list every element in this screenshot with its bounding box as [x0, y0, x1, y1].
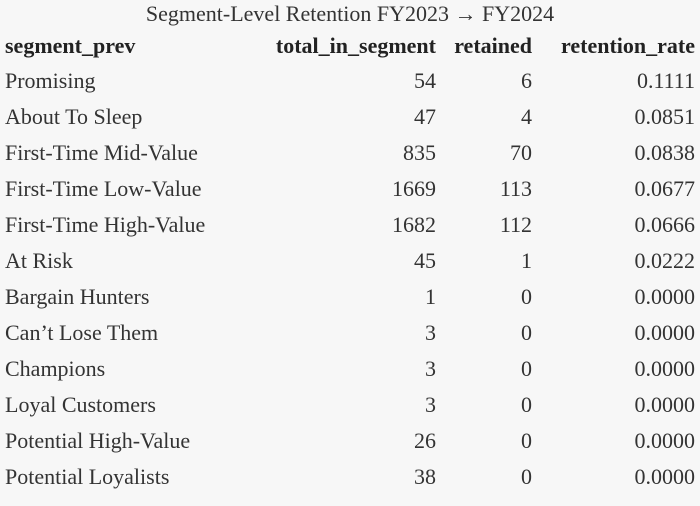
- cell-retention-rate: 0.0222: [634, 248, 696, 273]
- column-header-segment-prev: segment_prev: [5, 33, 136, 58]
- table-row: Promising 54 6 0.1111: [5, 63, 695, 99]
- cell-total-in-segment: 1669: [392, 176, 436, 201]
- cell-total-in-segment: 54: [414, 68, 436, 93]
- column-header-total-in-segment: total_in_segment: [275, 33, 436, 58]
- cell-total-in-segment: 38: [414, 464, 436, 489]
- cell-retention-rate: 0.1111: [636, 68, 695, 93]
- cell-total-in-segment: 835: [403, 140, 436, 165]
- cell-retained: 0: [521, 464, 532, 489]
- cell-total-in-segment: 3: [425, 356, 436, 381]
- cell-retained: 70: [510, 140, 532, 165]
- cell-retention-rate: 0.0851: [634, 104, 696, 129]
- table-row: First-Time Mid-Value 835 70 0.0838: [5, 135, 695, 171]
- table-row: Can’t Lose Them 3 0 0.0000: [5, 315, 695, 351]
- column-header-retention-rate: retention_rate: [561, 33, 695, 58]
- cell-segment-prev: Potential High-Value: [5, 428, 191, 453]
- cell-retention-rate: 0.0000: [634, 428, 696, 453]
- column-header-retained: retained: [454, 33, 532, 58]
- table-row: Bargain Hunters 1 0 0.0000: [5, 279, 695, 315]
- cell-segment-prev: Can’t Lose Them: [5, 320, 159, 345]
- retention-table: segment_prev total_in_segment retained r…: [5, 29, 695, 495]
- cell-retained: 0: [521, 356, 532, 381]
- cell-retained: 0: [521, 284, 532, 309]
- cell-retained: 0: [521, 320, 532, 345]
- cell-total-in-segment: 1682: [392, 212, 436, 237]
- cell-retained: 112: [499, 212, 532, 237]
- table-row: Potential High-Value 26 0 0.0000: [5, 423, 695, 459]
- cell-segment-prev: About To Sleep: [5, 104, 143, 129]
- table-row: About To Sleep 47 4 0.0851: [5, 99, 695, 135]
- cell-total-in-segment: 3: [425, 320, 436, 345]
- cell-retained: 0: [521, 428, 532, 453]
- table-row: At Risk 45 1 0.0222: [5, 243, 695, 279]
- cell-segment-prev: Potential Loyalists: [5, 464, 170, 489]
- cell-retention-rate: 0.0000: [634, 464, 696, 489]
- cell-total-in-segment: 1: [425, 284, 436, 309]
- cell-segment-prev: First-Time Low-Value: [5, 176, 202, 201]
- cell-retained: 6: [521, 68, 532, 93]
- table-row: Potential Loyalists 38 0 0.0000: [5, 459, 695, 495]
- table-row: First-Time High-Value 1682 112 0.0666: [5, 207, 695, 243]
- table-row: Loyal Customers 3 0 0.0000: [5, 387, 695, 423]
- cell-retention-rate: 0.0000: [634, 356, 696, 381]
- cell-segment-prev: Champions: [5, 356, 106, 381]
- cell-retained: 4: [521, 104, 532, 129]
- cell-retention-rate: 0.0666: [634, 212, 696, 237]
- cell-segment-prev: Promising: [5, 68, 96, 93]
- cell-retention-rate: 0.0000: [634, 320, 696, 345]
- cell-total-in-segment: 3: [425, 392, 436, 417]
- cell-total-in-segment: 45: [414, 248, 436, 273]
- cell-retained: 0: [521, 392, 532, 417]
- cell-segment-prev: At Risk: [5, 248, 73, 273]
- table-header-row: segment_prev total_in_segment retained r…: [5, 29, 695, 63]
- cell-retained: 113: [499, 176, 532, 201]
- cell-segment-prev: First-Time Mid-Value: [5, 140, 198, 165]
- cell-retention-rate: 0.0000: [634, 284, 696, 309]
- cell-segment-prev: Loyal Customers: [5, 392, 156, 417]
- table-row: Champions 3 0 0.0000: [5, 351, 695, 387]
- cell-segment-prev: Bargain Hunters: [5, 284, 150, 309]
- cell-segment-prev: First-Time High-Value: [5, 212, 206, 237]
- cell-retained: 1: [521, 248, 532, 273]
- table-caption: Segment-Level Retention FY2023 → FY2024: [145, 1, 555, 26]
- cell-total-in-segment: 47: [414, 104, 436, 129]
- cell-retention-rate: 0.0838: [634, 140, 696, 165]
- cell-retention-rate: 0.0677: [634, 176, 696, 201]
- cell-total-in-segment: 26: [414, 428, 436, 453]
- cell-retention-rate: 0.0000: [634, 392, 696, 417]
- table-row: First-Time Low-Value 1669 113 0.0677: [5, 171, 695, 207]
